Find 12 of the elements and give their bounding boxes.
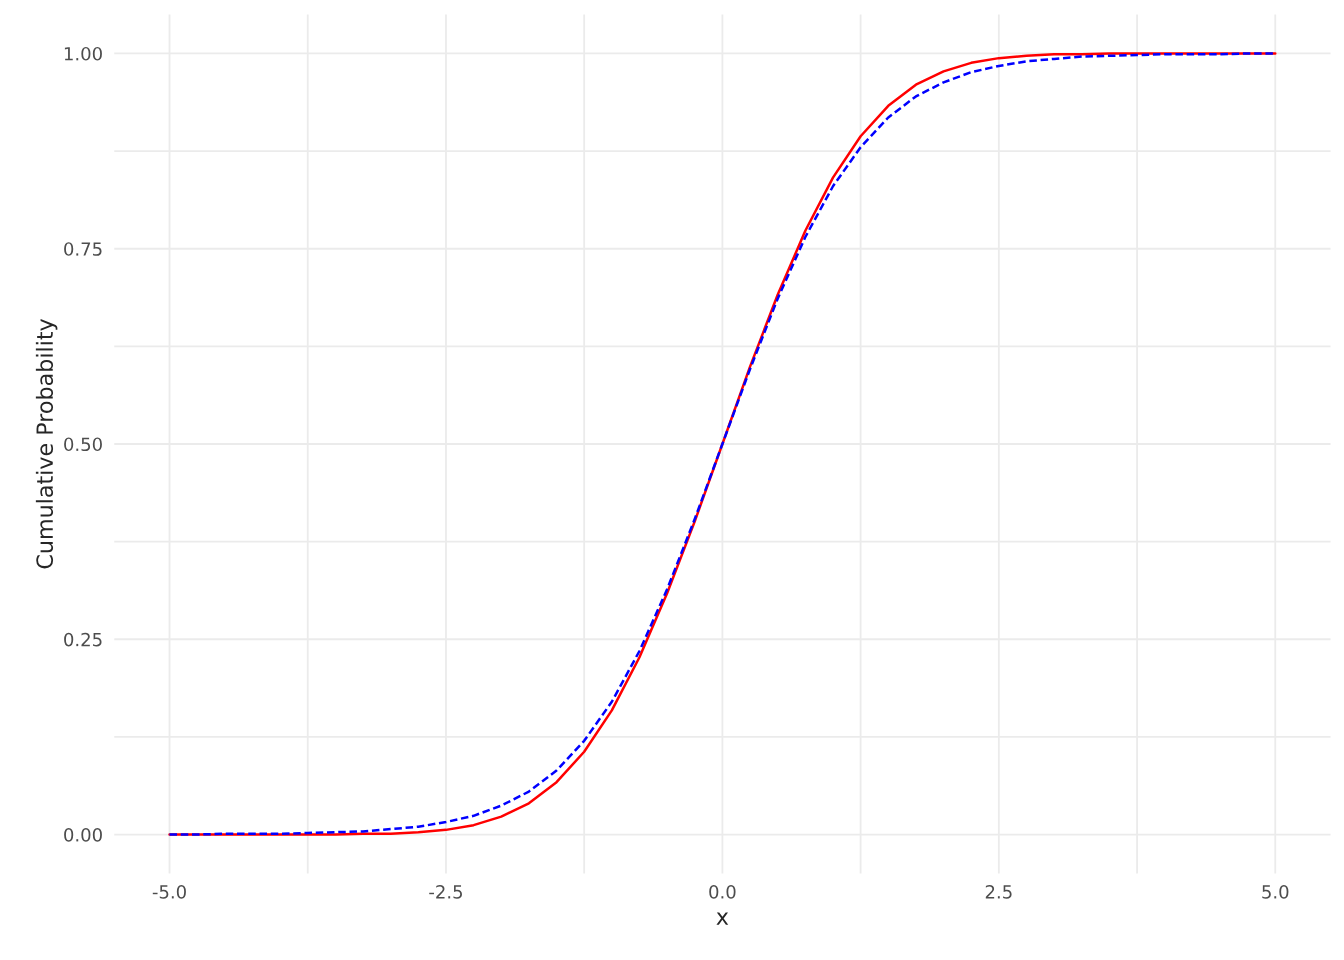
y-tick-label: 0.75: [64, 242, 102, 256]
x-axis-title: x: [716, 912, 729, 925]
x-tick-label: 2.5: [985, 885, 1012, 899]
x-tick-label: -5.0: [152, 885, 186, 899]
y-tick-label: 0.25: [64, 632, 102, 647]
x-tick-label: -2.5: [429, 885, 462, 899]
x-tick-label: 0.0: [709, 885, 736, 899]
y-tick-label: 1.00: [64, 46, 102, 61]
y-axis-title: Cumulative Probability: [35, 318, 58, 569]
y-tick-label: 0.00: [64, 828, 102, 842]
x-tick-label: 5.0: [1262, 885, 1289, 899]
y-tick-label: 0.50: [64, 437, 102, 452]
